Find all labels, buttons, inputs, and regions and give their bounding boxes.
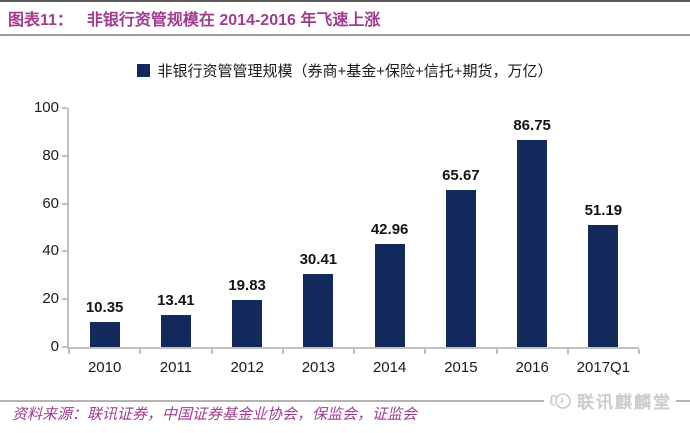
legend-label: 非银行资管管理规模（券商+基金+保险+信托+期货，万亿）	[157, 63, 553, 80]
x-axis-label: 2017Q1	[576, 359, 631, 376]
bar	[374, 244, 405, 347]
figure-caption-number: 图表11：	[8, 12, 73, 29]
bar	[232, 299, 263, 347]
x-axis-tick	[424, 349, 427, 354]
bar-value-label: 19.83	[228, 276, 266, 294]
x-axis-tick	[353, 349, 355, 354]
figure-caption: 图表11： 非银行资管规模在 2014-2016 年飞速上涨	[8, 10, 682, 32]
x-axis-label: 2014	[372, 359, 407, 376]
source-note: 资料来源：联讯证券，中国证券基金业协会，保监会，证监会	[12, 405, 418, 423]
watermark-label: 联讯麒麟堂	[577, 393, 672, 412]
bar-value-label: 30.41	[299, 251, 338, 269]
x-axis-label: 2016	[515, 359, 549, 376]
bar	[303, 274, 334, 347]
bar	[588, 224, 619, 347]
bar-value-label: 13.41	[157, 291, 195, 309]
bar	[517, 139, 548, 347]
qilin-logo-icon	[548, 389, 574, 413]
x-axis-tick	[638, 349, 640, 354]
bar	[445, 190, 476, 347]
x-axis-label: 2010	[87, 359, 122, 376]
y-axis-label: 80	[42, 146, 59, 164]
x-axis-tick	[139, 349, 142, 354]
x-axis-tick	[68, 349, 70, 354]
y-axis-tick	[62, 202, 67, 205]
y-axis-tick	[62, 154, 67, 157]
bar-value-label: 65.67	[442, 167, 480, 185]
x-axis-label: 2015	[444, 359, 478, 376]
y-axis-tick	[62, 107, 67, 109]
bottom-divider	[0, 400, 690, 402]
x-axis-tick	[210, 349, 213, 354]
y-axis-tick	[62, 250, 67, 253]
y-axis-label: 40	[42, 242, 59, 260]
x-axis-label: 2011	[159, 359, 192, 376]
y-axis-tick	[62, 298, 67, 301]
x-axis-label: 2013	[301, 359, 336, 376]
y-axis-label: 0	[50, 338, 59, 355]
bar-value-label: 86.75	[513, 116, 551, 134]
y-axis-label: 60	[42, 194, 59, 212]
x-axis-label: 2012	[230, 359, 264, 376]
watermark: 联讯麒麟堂	[544, 386, 676, 415]
figure-caption-title: 非银行资管规模在 2014-2016 年飞速上涨	[86, 12, 381, 29]
y-axis-tick	[62, 346, 67, 348]
x-axis-tick	[281, 349, 284, 354]
x-axis-tick	[495, 349, 498, 354]
bar-value-label: 10.35	[85, 299, 124, 317]
caption-divider	[0, 34, 690, 36]
chart-legend: 非银行资管管理规模（券商+基金+保险+信托+期货，万亿）	[0, 60, 690, 81]
legend-swatch	[137, 64, 151, 77]
top-divider	[0, 0, 690, 2]
plot-area: 0 20 40 60 80 100 10.35 2010 13.41 2011 19.83 2012 3…	[34, 99, 640, 376]
bar	[160, 314, 191, 347]
y-axis-label: 20	[42, 290, 59, 308]
bar-value-label: 42.96	[370, 221, 409, 239]
bar	[89, 322, 120, 347]
y-axis-label: 100	[33, 99, 59, 116]
x-axis-tick	[566, 349, 569, 354]
bar-value-label: 51.19	[584, 201, 623, 219]
